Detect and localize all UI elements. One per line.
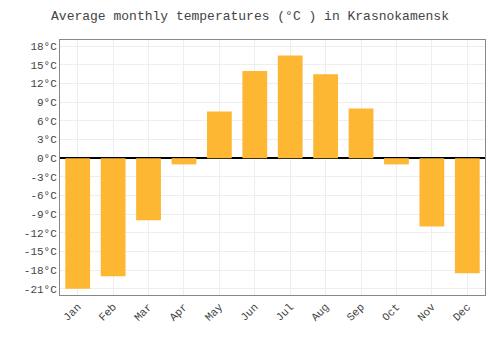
svg-text:-12°C: -12°C	[24, 228, 57, 240]
svg-text:Feb: Feb	[97, 301, 119, 323]
svg-text:Mar: Mar	[132, 301, 154, 323]
svg-text:Nov: Nov	[415, 301, 438, 324]
svg-text:Jul: Jul	[274, 301, 296, 323]
svg-text:Apr: Apr	[167, 301, 189, 323]
svg-text:Sep: Sep	[345, 301, 367, 323]
svg-text:-6°C: -6°C	[30, 190, 57, 202]
svg-text:-21°C: -21°C	[24, 284, 57, 296]
svg-text:Average monthly temperatures (: Average monthly temperatures (°C ) in Kr…	[51, 9, 449, 24]
svg-text:-9°C: -9°C	[30, 209, 57, 221]
svg-text:9°C: 9°C	[37, 97, 57, 109]
svg-text:Oct: Oct	[380, 301, 402, 323]
svg-text:May: May	[203, 301, 226, 324]
svg-text:Jun: Jun	[238, 301, 260, 323]
svg-text:6°C: 6°C	[37, 116, 57, 128]
svg-text:15°C: 15°C	[30, 60, 57, 72]
svg-text:-15°C: -15°C	[24, 246, 57, 258]
svg-text:12°C: 12°C	[30, 78, 57, 90]
svg-text:3°C: 3°C	[37, 134, 57, 146]
svg-text:0°C: 0°C	[37, 153, 57, 165]
svg-text:Dec: Dec	[451, 301, 473, 323]
svg-text:Aug: Aug	[309, 301, 331, 323]
svg-text:-3°C: -3°C	[30, 172, 57, 184]
svg-text:Jan: Jan	[61, 301, 83, 323]
svg-text:-18°C: -18°C	[24, 265, 57, 277]
svg-text:18°C: 18°C	[30, 41, 57, 53]
